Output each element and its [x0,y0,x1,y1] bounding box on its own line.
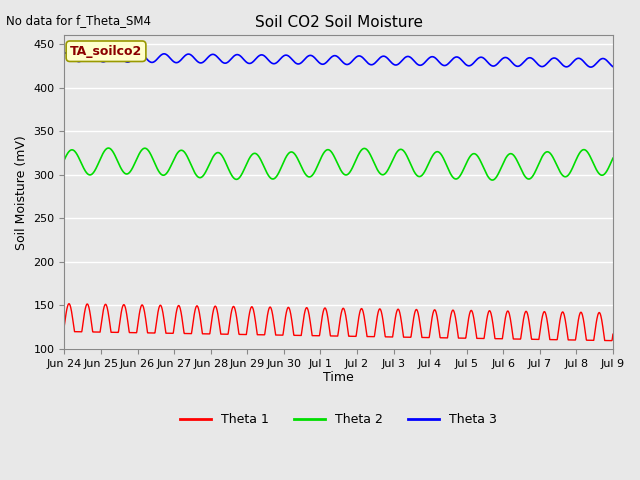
Title: Soil CO2 Soil Moisture: Soil CO2 Soil Moisture [255,15,422,30]
Text: TA_soilco2: TA_soilco2 [70,45,142,58]
Y-axis label: Soil Moisture (mV): Soil Moisture (mV) [15,135,28,250]
X-axis label: Time: Time [323,372,354,384]
Text: No data for f_Theta_SM4: No data for f_Theta_SM4 [6,14,152,27]
Legend: Theta 1, Theta 2, Theta 3: Theta 1, Theta 2, Theta 3 [175,408,502,432]
